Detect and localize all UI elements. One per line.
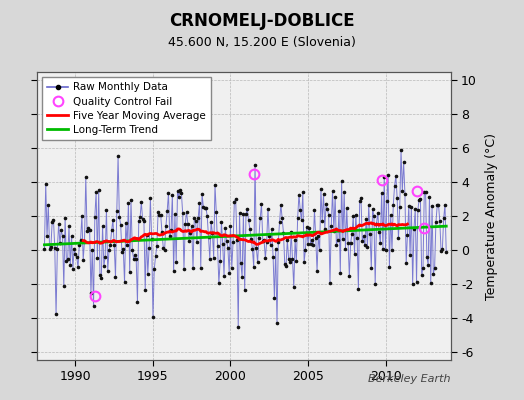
Text: 45.600 N, 15.200 E (Slovenia): 45.600 N, 15.200 E (Slovenia) <box>168 36 356 49</box>
Legend: Raw Monthly Data, Quality Control Fail, Five Year Moving Average, Long-Term Tren: Raw Monthly Data, Quality Control Fail, … <box>42 77 211 140</box>
Text: Berkeley Earth: Berkeley Earth <box>368 374 451 384</box>
Text: CRNOMELJ-DOBLICE: CRNOMELJ-DOBLICE <box>169 12 355 30</box>
Y-axis label: Temperature Anomaly (°C): Temperature Anomaly (°C) <box>485 132 498 300</box>
